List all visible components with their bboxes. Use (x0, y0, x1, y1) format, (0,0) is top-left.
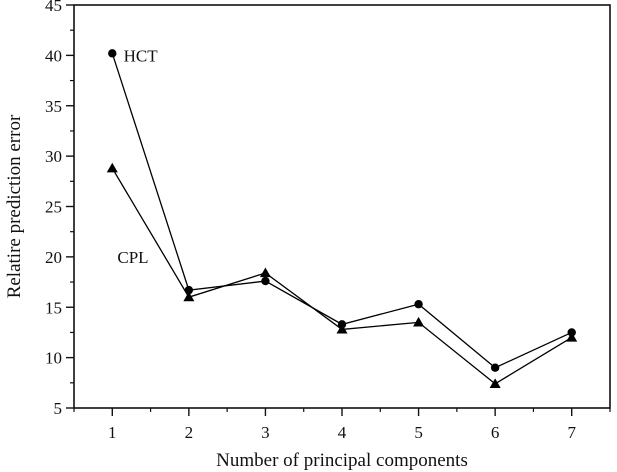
x-tick-label: 2 (185, 423, 194, 442)
series-label-cpl: CPL (117, 248, 148, 267)
data-point-cpl (336, 323, 348, 334)
series-label-hct: HCT (124, 46, 159, 65)
y-tick-label: 10 (45, 349, 62, 368)
data-point-hct (490, 363, 500, 372)
x-axis-title: Number of principal components (216, 450, 468, 471)
x-tick-label: 5 (414, 423, 423, 442)
data-point-hct (184, 285, 194, 295)
y-tick-label: 30 (45, 147, 62, 166)
data-point-cpl (259, 267, 271, 278)
x-tick-label: 1 (108, 423, 117, 442)
data-point-cpl (413, 316, 425, 327)
data-point-cpl (106, 162, 118, 173)
data-point-hct (414, 300, 423, 309)
y-tick-label: 35 (45, 97, 62, 116)
y-tick-label: 5 (54, 399, 63, 418)
x-tick-label: 4 (338, 423, 347, 442)
y-tick-label: 20 (45, 248, 62, 267)
y-axis-title: Relatire prediction error (4, 114, 25, 298)
plot-frame (73, 4, 611, 409)
x-tick-label: 3 (261, 423, 270, 442)
data-point-hct (261, 276, 270, 286)
data-point-hct (108, 49, 117, 58)
data-point-cpl (489, 378, 501, 388)
x-tick-label: 6 (491, 423, 500, 442)
y-tick-label: 40 (45, 46, 62, 65)
y-tick-label: 15 (45, 298, 62, 317)
data-point-cpl (183, 291, 195, 302)
series-line-cpl (111, 167, 573, 385)
x-tick-label: 7 (567, 423, 576, 442)
y-tick-label: 45 (45, 0, 62, 15)
series-layer (106, 49, 578, 388)
y-tick-label: 25 (45, 198, 62, 217)
data-point-cpl (566, 331, 578, 342)
